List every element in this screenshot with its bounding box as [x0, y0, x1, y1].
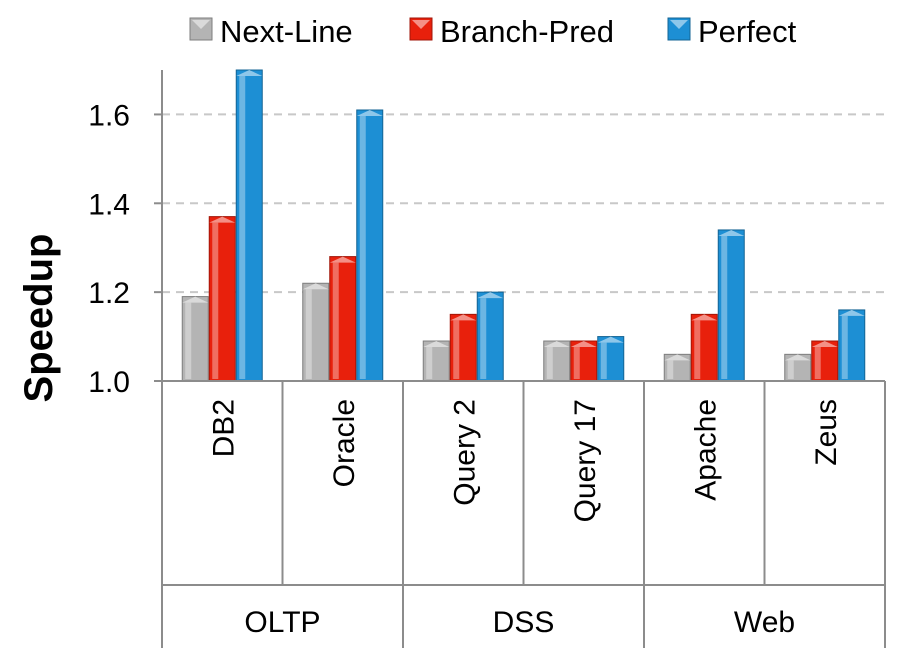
- bar-bevel: [811, 341, 838, 348]
- bar-perfect-query-17: [597, 336, 625, 382]
- bar-highlight: [212, 222, 219, 379]
- bar-perfect-apache: [717, 229, 745, 382]
- legend-swatch-bevel: [192, 20, 210, 29]
- y-axis-label: Speedup: [17, 234, 61, 403]
- bar-branch-pred-apache: [690, 313, 718, 382]
- bar-perfect-db2: [235, 69, 263, 382]
- bar-bevel: [664, 354, 691, 361]
- bar-bevel: [718, 229, 745, 236]
- bar-bevel: [691, 314, 718, 321]
- bars: [181, 69, 866, 382]
- bar-next-line-zeus: [784, 353, 812, 382]
- bar-highlight: [305, 289, 312, 379]
- bar-next-line-apache: [663, 353, 691, 382]
- legend-item-perfect: Perfect: [667, 14, 797, 49]
- bar-highlight: [600, 342, 607, 379]
- gridlines: [162, 113, 885, 294]
- bar-highlight: [453, 320, 460, 379]
- bar-bevel: [477, 292, 504, 299]
- bar-perfect-oracle: [356, 109, 384, 382]
- bar-perfect-zeus: [838, 309, 866, 382]
- bar-highlight: [841, 315, 848, 379]
- bar-highlight: [573, 347, 580, 379]
- bar-bevel: [570, 341, 597, 348]
- bar-highlight: [332, 262, 339, 379]
- bar-bevel: [597, 336, 624, 343]
- x-category-label: Query 17: [569, 399, 602, 522]
- legend-swatch-bevel: [412, 20, 430, 29]
- legend-label: Perfect: [698, 14, 797, 49]
- bar-highlight: [721, 235, 728, 379]
- bar-bevel: [838, 309, 865, 316]
- bar-highlight: [546, 347, 553, 379]
- x-category-label: Oracle: [328, 399, 361, 487]
- bar-branch-pred-oracle: [329, 256, 357, 382]
- x-category-label: Apache: [689, 399, 722, 501]
- bar-highlight: [185, 302, 192, 379]
- bar-bevel: [450, 314, 477, 321]
- legend-label: Next-Line: [220, 14, 353, 49]
- bar-perfect-query-2: [476, 291, 504, 382]
- bar-bevel: [302, 283, 329, 290]
- bar-next-line-oracle: [302, 282, 330, 382]
- x-group-label: Web: [734, 606, 795, 639]
- bar-highlight: [667, 360, 674, 379]
- bar-branch-pred-query-17: [570, 340, 598, 382]
- x-category-label: Zeus: [810, 399, 843, 466]
- bar-branch-pred-query-2: [449, 313, 477, 382]
- bar-highlight: [787, 360, 794, 379]
- bar-branch-pred-db2: [208, 216, 236, 382]
- bar-branch-pred-zeus: [811, 340, 839, 382]
- bar-next-line-db2: [181, 296, 209, 382]
- y-tick-label: 1.2: [88, 277, 130, 310]
- legend-item-branch-pred: Branch-Pred: [409, 14, 614, 49]
- bar-highlight: [480, 298, 487, 379]
- bar-bevel: [423, 341, 450, 348]
- bar-bevel: [784, 354, 811, 361]
- bar-next-line-query-17: [543, 340, 571, 382]
- bar-highlight: [239, 76, 246, 379]
- bar-highlight: [426, 347, 433, 379]
- y-tick-label: 1.4: [88, 188, 130, 221]
- y-tick-label: 1.6: [88, 99, 130, 132]
- x-category-label: DB2: [207, 399, 240, 457]
- bar-bevel: [209, 216, 236, 223]
- y-tick-label: 1.0: [88, 366, 130, 399]
- legend-label: Branch-Pred: [440, 14, 614, 49]
- legend: Next-Line Branch-Pred Perfect: [189, 14, 797, 49]
- bar-bevel: [236, 70, 263, 76]
- bar-next-line-query-2: [422, 340, 450, 382]
- x-group-label: OLTP: [244, 606, 320, 639]
- axes: 1.0 1.2 1.4 1.6 DB2 Oracle Query 2 Query 17 Apac…: [88, 70, 886, 648]
- bar-bevel: [543, 341, 570, 348]
- bar-bevel: [182, 296, 209, 303]
- legend-swatch-bevel: [670, 20, 688, 29]
- bar-highlight: [359, 115, 366, 379]
- x-category-label: Query 2: [448, 399, 481, 506]
- x-group-label: DSS: [493, 606, 555, 639]
- legend-item-next-line: Next-Line: [189, 14, 353, 49]
- bar-highlight: [814, 347, 821, 379]
- bar-bevel: [329, 256, 356, 263]
- bar-highlight: [694, 320, 701, 379]
- bar-bevel: [356, 109, 383, 116]
